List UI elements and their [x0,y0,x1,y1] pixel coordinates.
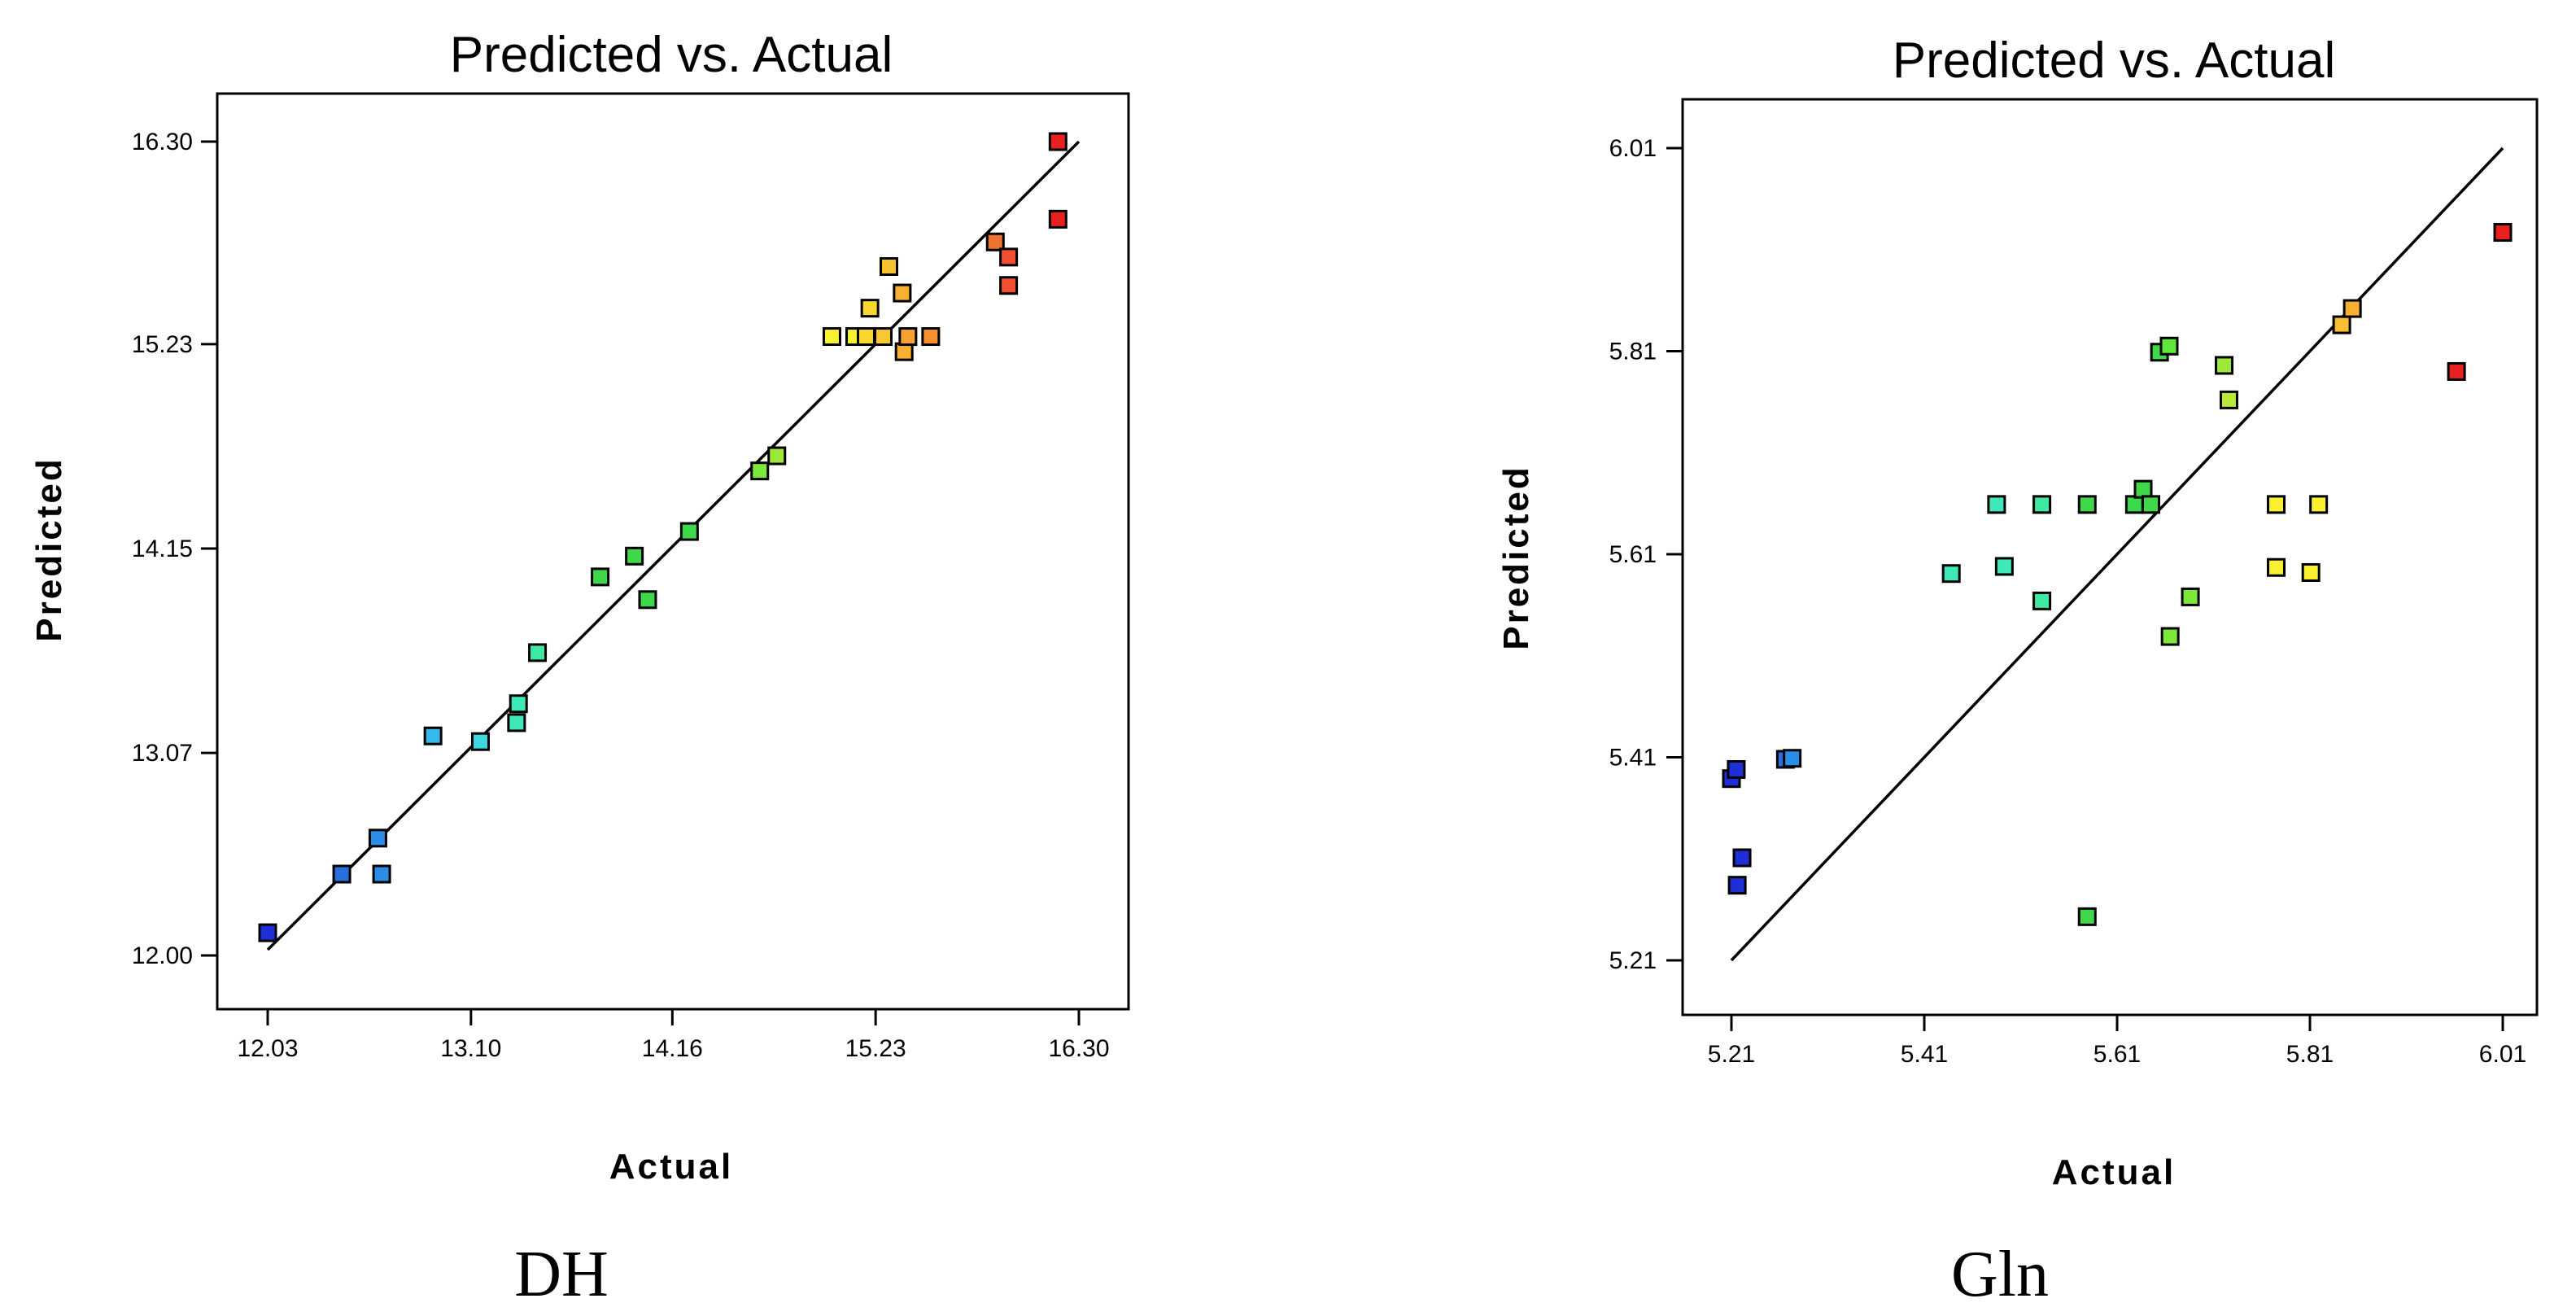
data-point [874,327,893,347]
data-point [1994,557,2014,576]
data-point [921,327,941,347]
data-point [822,327,841,347]
y-tick-label: 5.61 [1609,541,1657,568]
x-tick-label: 5.81 [2286,1041,2334,1068]
fit-line [266,140,1081,951]
data-point [2267,495,2286,514]
y-tick-label: 5.21 [1609,947,1657,974]
x-tick-labels: 12.03 13.10 14.16 15.23 16.30 [237,1035,1109,1062]
chart-gln: Predicted vs. Actual 5.21 5.41 5.61 5.81… [1496,33,2539,1310]
data-point [2077,907,2097,926]
y-tick-label: 5.81 [1609,339,1657,365]
plot-frame [216,92,1130,1011]
x-tick-label: 14.16 [642,1035,703,1062]
data-point [471,732,491,751]
data-point [2219,390,2238,409]
data-point [638,590,657,610]
y-tick-label: 14.15 [132,536,193,562]
data-point [1987,495,2006,514]
x-tick-label: 12.03 [237,1035,298,1062]
y-tick-label: 12.00 [132,942,193,969]
data-point [2124,495,2144,514]
data-point [1732,848,1752,868]
data-point [1941,564,1961,584]
y-tick-label: 13.07 [132,740,193,767]
data-point [591,567,610,587]
data-point [999,276,1019,295]
chart-title: Predicted vs. Actual [450,27,893,83]
x-tick-label: 13.10 [440,1035,501,1062]
data-point [2032,495,2052,514]
y-tick-label: 16.30 [132,129,193,155]
chart-caption: DH [514,1239,609,1310]
chart-title: Predicted vs. Actual [1893,33,2336,89]
data-point [258,923,277,942]
data-point [1727,759,1746,779]
chart-caption: Gln [1951,1239,2049,1310]
data-point [2447,361,2466,381]
data-point [2267,557,2286,577]
x-tick-label: 5.41 [1901,1041,1948,1068]
x-tick-label: 5.21 [1708,1041,1755,1068]
data-point [368,829,387,848]
data-point [372,864,391,884]
y-axis-label: Predicted [29,457,69,642]
data-point [2077,495,2097,514]
data-point [750,461,770,481]
y-tick-labels: 5.21 5.41 5.61 5.81 6.01 [1609,135,1657,974]
data-point [898,327,918,347]
x-axis-label: Actual [2052,1152,2176,1192]
data-point [2332,315,2351,334]
chart-dh: Predicted vs. Actual 12.03 13.10 14.16 1… [29,27,1130,1310]
y-tick-label: 6.01 [1609,135,1657,162]
data-point [2215,356,2234,375]
y-tick-label: 5.41 [1609,745,1657,772]
data-point [2133,479,2153,499]
data-point [423,726,443,745]
data-point [999,247,1019,267]
x-tick-label: 6.01 [2479,1041,2526,1068]
data-point [767,446,787,466]
plot-frame [1681,98,2539,1017]
y-tick-label: 15.23 [132,331,193,358]
data-points [1722,223,2513,926]
data-point [625,546,644,566]
data-point [528,643,548,662]
data-point [332,864,351,884]
data-point [2309,495,2329,514]
x-axis-label: Actual [609,1147,733,1187]
data-point [507,713,526,732]
tick-marks [1666,146,2504,1031]
x-tick-labels: 5.21 5.41 5.61 5.81 6.01 [1708,1041,2526,1068]
data-point [1727,876,1747,895]
data-point [2159,336,2179,356]
data-point [2160,627,2180,646]
data-point [509,694,528,714]
data-point [2141,495,2160,514]
data-point [2181,587,2200,606]
data-point [856,327,875,347]
data-point [1783,749,1802,768]
data-point [985,232,1005,251]
data-point [2301,562,2321,582]
data-point [880,256,899,276]
data-point [893,283,912,303]
data-point [860,299,880,318]
y-axis-label: Predicted [1496,465,1536,650]
data-point [1048,209,1068,229]
y-tick-labels: 12.00 13.07 14.15 15.23 16.30 [132,129,193,969]
data-point [2342,299,2362,318]
data-points [258,132,1068,942]
data-point [2032,591,2052,610]
fit-line [1730,146,2504,962]
x-tick-label: 5.61 [2094,1041,2141,1068]
data-point [894,342,914,361]
data-point [1048,132,1068,151]
data-point [2493,223,2513,243]
x-tick-label: 16.30 [1048,1035,1109,1062]
data-point [679,522,699,541]
tick-marks [201,140,1081,1025]
x-tick-label: 15.23 [845,1035,906,1062]
